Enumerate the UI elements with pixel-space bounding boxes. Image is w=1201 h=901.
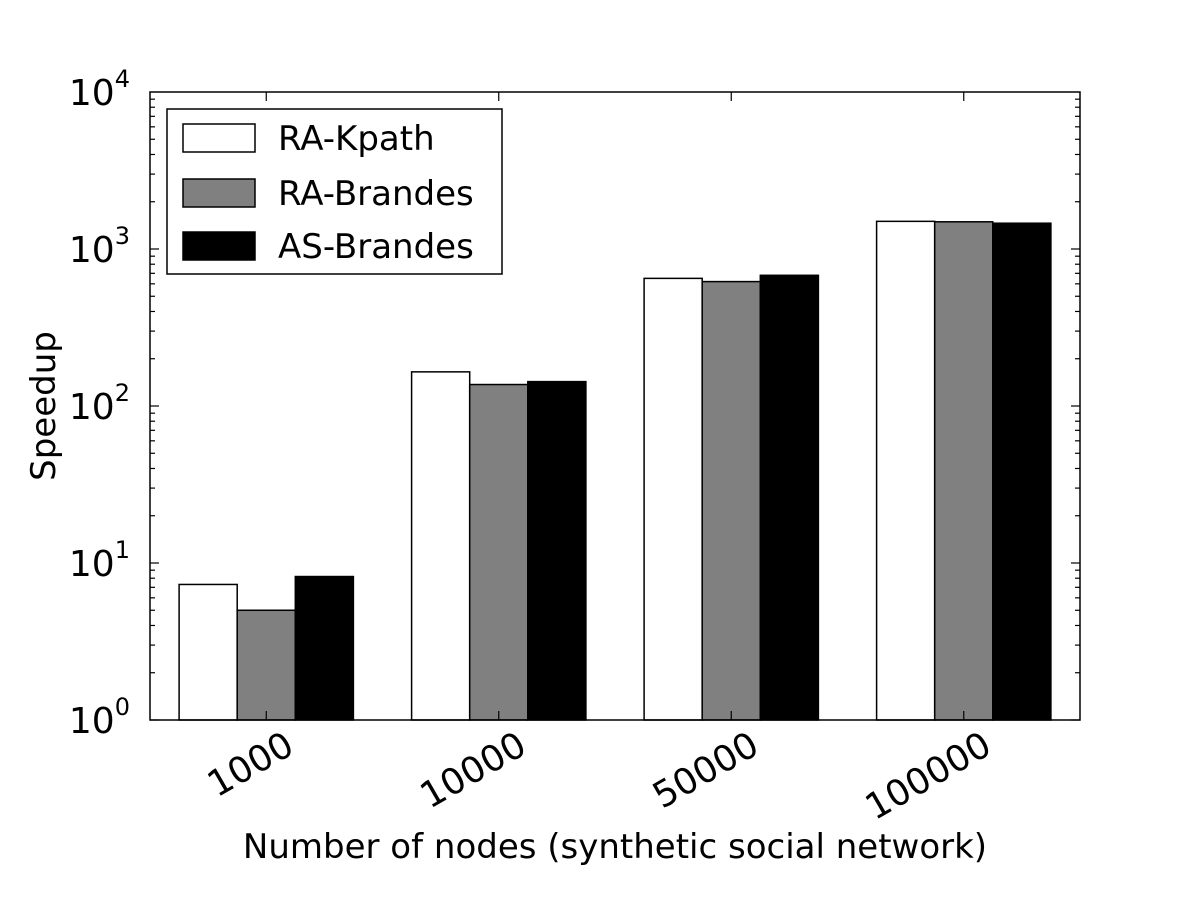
y-tick-label: 101	[69, 536, 130, 585]
legend: RA-Kpath RA-Brandes AS-Brandes	[166, 108, 503, 275]
bar-ra-brandes-10000	[468, 383, 529, 721]
y-tick-label: 103	[69, 222, 130, 271]
y-tick-label: 102	[69, 379, 130, 428]
x-tick-label-100000: 100000	[859, 724, 999, 828]
plot-area-frame	[149, 91, 1081, 721]
y-tick-label: 104	[69, 65, 130, 114]
bars-layer	[178, 220, 1052, 721]
bar-ra-kpath-100000	[875, 220, 936, 721]
bar-as-brandes-10000	[527, 380, 587, 721]
bar-as-brandes-1000	[294, 575, 355, 721]
legend-swatch-as-brandes	[182, 231, 256, 261]
y-tick-labels: 100 101 102 103 104	[69, 65, 130, 742]
legend-label-ra-brandes: RA-Brandes	[278, 174, 474, 214]
x-axis-label: Number of nodes (synthetic social networ…	[243, 827, 987, 867]
legend-swatch-ra-brandes	[182, 178, 256, 208]
legend-label-as-brandes: AS-Brandes	[278, 227, 474, 267]
bar-ra-kpath-50000	[643, 277, 703, 721]
bar-ra-brandes-50000	[701, 280, 762, 721]
bar-ra-kpath-10000	[410, 371, 471, 721]
bar-ra-brandes-1000	[236, 609, 297, 721]
bar-ra-brandes-100000	[933, 221, 994, 721]
x-tick-label-50000: 50000	[646, 724, 766, 817]
legend-label-ra-kpath: RA-Kpath	[278, 119, 435, 159]
bar-as-brandes-50000	[759, 274, 820, 721]
ticks-layer	[150, 92, 1080, 721]
x-tick-label-1000: 1000	[201, 724, 301, 805]
legend-swatch-ra-kpath	[182, 123, 256, 153]
bar-ra-kpath-1000	[178, 583, 238, 721]
x-tick-labels: 1000 10000 50000 100000	[201, 724, 998, 828]
y-axis-label: Speedup	[24, 331, 64, 481]
y-tick-label: 100	[69, 693, 130, 742]
x-tick-label-10000: 10000	[414, 724, 534, 817]
bar-as-brandes-100000	[992, 222, 1052, 721]
